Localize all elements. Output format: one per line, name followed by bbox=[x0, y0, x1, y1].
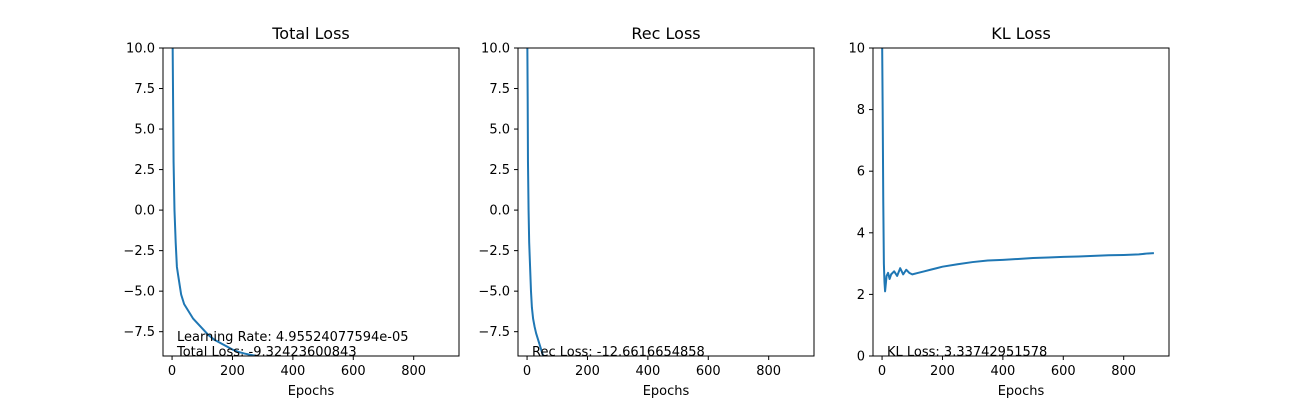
y-tick-label: −2.5 bbox=[123, 244, 155, 259]
x-tick-label: 800 bbox=[1111, 364, 1136, 379]
y-tick-label: 10.0 bbox=[481, 42, 510, 57]
x-tick-label: 400 bbox=[635, 364, 660, 379]
y-tick-label: 7.5 bbox=[489, 82, 510, 97]
series-line-1 bbox=[171, 48, 261, 356]
subplot-1: 0 200 400 600 800 −7.5 −5.0 −2.5 0.0 2.5 5.0 7.5 10.… bbox=[123, 24, 460, 399]
x-tick-label: 800 bbox=[756, 364, 781, 379]
y-tick-label: 8 bbox=[857, 103, 865, 118]
y-tick-label: −7.5 bbox=[123, 325, 155, 340]
x-tick-label: 600 bbox=[341, 364, 366, 379]
y-tick-label: 0 bbox=[857, 350, 865, 365]
y-tick-label: 2.5 bbox=[489, 163, 510, 178]
series-line-1 bbox=[881, 48, 1154, 293]
y-tick-label: −5.0 bbox=[478, 285, 510, 300]
series-line-1 bbox=[526, 48, 545, 356]
x-tick-label: 0 bbox=[168, 364, 176, 379]
subplot-title: Rec Loss bbox=[631, 24, 700, 43]
y-tick-label: 6 bbox=[857, 165, 865, 180]
x-tick-label: 400 bbox=[990, 364, 1015, 379]
annotation-text: Learning Rate: 4.95524077594e-05 bbox=[177, 330, 409, 345]
subplot-3: 0 200 400 600 800 0 2 4 6 8 10 KL Loss Epochs KL Loss… bbox=[848, 24, 1170, 399]
x-tick-label: 400 bbox=[280, 364, 305, 379]
subplot-title: Total Loss bbox=[271, 24, 350, 43]
y-tick-label: 7.5 bbox=[134, 82, 155, 97]
axes-frame bbox=[517, 47, 815, 357]
x-axis-label: Epochs bbox=[643, 384, 690, 399]
y-tick-label: 10 bbox=[848, 42, 865, 57]
annotation-text: KL Loss: 3.33742951578 bbox=[887, 345, 1047, 360]
x-tick-label: 200 bbox=[220, 364, 245, 379]
subplot-2: 0 200 400 600 800 −7.5 −5.0 −2.5 0.0 2.5 5.0 7.5 10.… bbox=[478, 24, 815, 399]
axes-frame bbox=[162, 47, 460, 357]
y-tick-label: −2.5 bbox=[478, 244, 510, 259]
x-tick-label: 0 bbox=[523, 364, 531, 379]
y-tick-label: 5.0 bbox=[134, 123, 155, 138]
y-tick-label: −7.5 bbox=[478, 325, 510, 340]
annotation-text: Total Loss: -9.32423600843 bbox=[176, 345, 357, 360]
x-axis-label: Epochs bbox=[288, 384, 335, 399]
y-tick-label: −5.0 bbox=[123, 285, 155, 300]
axes-frame bbox=[872, 47, 1170, 357]
x-tick-label: 600 bbox=[696, 364, 721, 379]
annotation-text: Rec Loss: -12.6616654858 bbox=[532, 345, 705, 360]
x-tick-label: 800 bbox=[401, 364, 426, 379]
x-tick-label: 0 bbox=[878, 364, 886, 379]
x-tick-label: 600 bbox=[1051, 364, 1076, 379]
y-tick-label: 2.5 bbox=[134, 163, 155, 178]
x-axis-label: Epochs bbox=[998, 384, 1045, 399]
x-tick-label: 200 bbox=[575, 364, 600, 379]
y-tick-label: 10.0 bbox=[126, 42, 155, 57]
y-tick-label: 4 bbox=[857, 226, 865, 241]
y-tick-label: 0.0 bbox=[134, 204, 155, 219]
subplot-title: KL Loss bbox=[991, 24, 1051, 43]
y-tick-label: 5.0 bbox=[489, 123, 510, 138]
y-tick-label: 0.0 bbox=[489, 204, 510, 219]
y-tick-label: 2 bbox=[857, 288, 865, 303]
x-tick-label: 200 bbox=[930, 364, 955, 379]
